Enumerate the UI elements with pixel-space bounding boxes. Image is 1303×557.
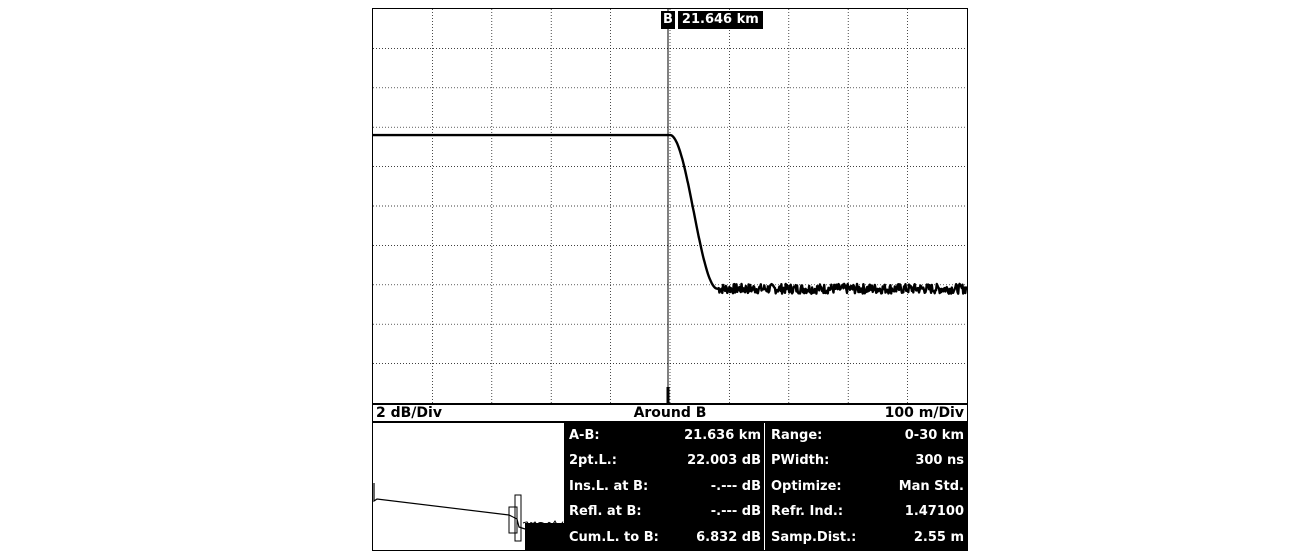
- scale-bar: 2 dB/Div Around B 100 m/Div: [373, 403, 967, 423]
- measurement-label: Cum.L. to B:: [569, 525, 659, 550]
- setting-row: Optimize: Man Std.: [766, 474, 967, 499]
- measurement-row: Refl. at B: -.--- dB: [564, 499, 764, 524]
- overview-noise-floor: [525, 523, 564, 550]
- horizontal-scale: 100 m/Div: [885, 405, 964, 421]
- setting-row: Refr. Ind.: 1.47100: [766, 499, 967, 524]
- measurement-value: 21.636 km: [684, 423, 761, 448]
- setting-value: 2.55 m: [914, 525, 964, 550]
- setting-value: 0-30 km: [905, 423, 964, 448]
- zoom-mode: Around B: [373, 405, 967, 421]
- measurement-label: 2pt.L.:: [569, 448, 617, 473]
- setting-label: PWidth:: [771, 448, 829, 473]
- setting-label: Optimize:: [771, 474, 842, 499]
- measurement-row: Cum.L. to B: 6.832 dB: [564, 525, 764, 550]
- setting-label: Samp.Dist.:: [771, 525, 856, 550]
- measurements-column: A-B: 21.636 km 2pt.L.: 22.003 dB Ins.L. …: [564, 423, 764, 550]
- setting-value: 1.47100: [905, 499, 964, 524]
- marker-b-label[interactable]: B 21.646 km: [661, 11, 763, 29]
- column-divider: [764, 423, 765, 550]
- setting-row: Samp.Dist.: 2.55 m: [766, 525, 967, 550]
- otdr-trace: [373, 135, 967, 294]
- measurement-label: Refl. at B:: [569, 499, 642, 524]
- info-panel: A-B: 21.636 km 2pt.L.: 22.003 dB Ins.L. …: [564, 423, 967, 550]
- setting-value: Man Std.: [899, 474, 964, 499]
- setting-row: Range: 0-30 km: [766, 423, 967, 448]
- overview-trace-svg: [373, 423, 564, 550]
- setting-value: 300 ns: [915, 448, 964, 473]
- otdr-screen: B 21.646 km 2 dB/Div Around B 100 m/Div …: [372, 8, 968, 551]
- trace-plot-svg: [373, 9, 967, 403]
- measurement-value: -.--- dB: [711, 474, 761, 499]
- trace-plot[interactable]: B 21.646 km: [373, 9, 967, 403]
- measurement-value: -.--- dB: [711, 499, 761, 524]
- measurement-value: 22.003 dB: [687, 448, 761, 473]
- measurement-row: A-B: 21.636 km: [564, 423, 764, 448]
- setting-label: Refr. Ind.:: [771, 499, 843, 524]
- setting-row: PWidth: 300 ns: [766, 448, 967, 473]
- setting-label: Range:: [771, 423, 822, 448]
- marker-distance: 21.646 km: [678, 11, 763, 29]
- marker-letter: B: [661, 11, 675, 29]
- measurement-row: Ins.L. at B: -.--- dB: [564, 474, 764, 499]
- overview-fiber-trace: [374, 483, 513, 517]
- measurement-label: Ins.L. at B:: [569, 474, 648, 499]
- settings-column: Range: 0-30 km PWidth: 300 ns Optimize: …: [766, 423, 967, 550]
- measurement-label: A-B:: [569, 423, 600, 448]
- overview-zoom-window: [509, 507, 517, 533]
- measurement-value: 6.832 dB: [696, 525, 761, 550]
- measurement-row: 2pt.L.: 22.003 dB: [564, 448, 764, 473]
- overview-trace[interactable]: [373, 423, 564, 550]
